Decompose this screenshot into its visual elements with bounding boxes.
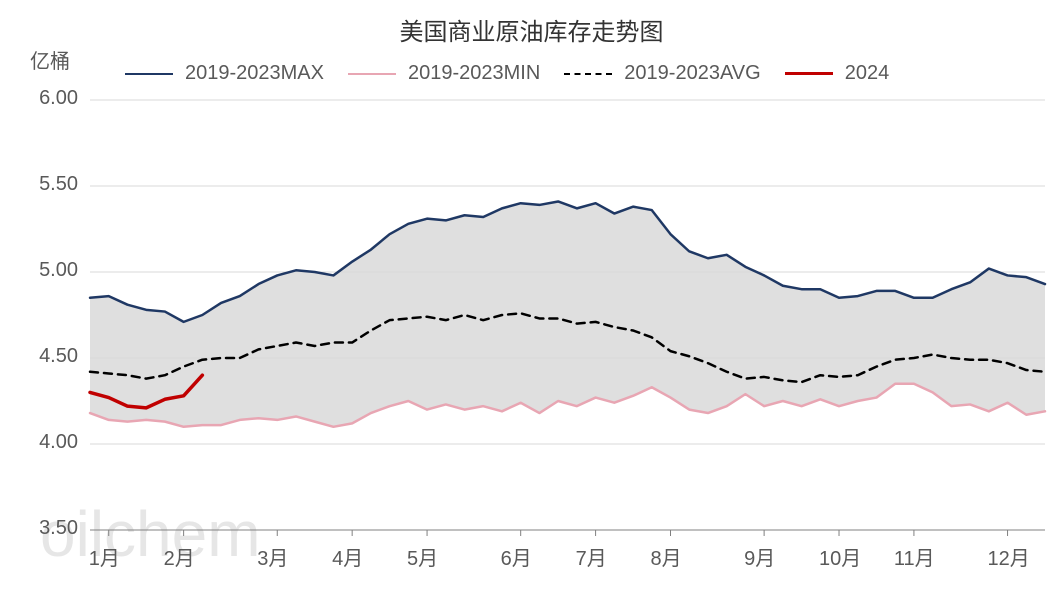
y-tick-label: 4.00 xyxy=(39,431,78,454)
range-band xyxy=(90,201,1045,426)
x-tick-label: 6月 xyxy=(501,542,532,571)
x-tick-label: 5月 xyxy=(407,542,438,571)
y-tick-label: 4.50 xyxy=(39,345,78,368)
y-tick-label: 5.50 xyxy=(39,173,78,196)
x-tick-label: 3月 xyxy=(257,542,288,571)
x-tick-label: 7月 xyxy=(576,542,607,571)
y-tick-label: 5.00 xyxy=(39,259,78,282)
x-tick-label: 9月 xyxy=(744,542,775,571)
x-tick-label: 4月 xyxy=(332,542,363,571)
chart-svg: oilchem xyxy=(0,0,1063,597)
y-tick-label: 6.00 xyxy=(39,87,78,110)
x-tick-label: 11月 xyxy=(894,542,935,571)
x-tick-label: 10月 xyxy=(819,542,861,571)
y-tick-label: 3.50 xyxy=(39,517,78,540)
x-tick-label: 2月 xyxy=(164,542,195,571)
x-tick-label: 12月 xyxy=(988,542,1030,571)
chart-container: 美国商业原油库存走势图 亿桶 2019-2023MAX 2019-2023MIN… xyxy=(0,0,1063,597)
x-tick-label: 1月 xyxy=(89,542,120,571)
x-tick-label: 8月 xyxy=(650,542,681,571)
